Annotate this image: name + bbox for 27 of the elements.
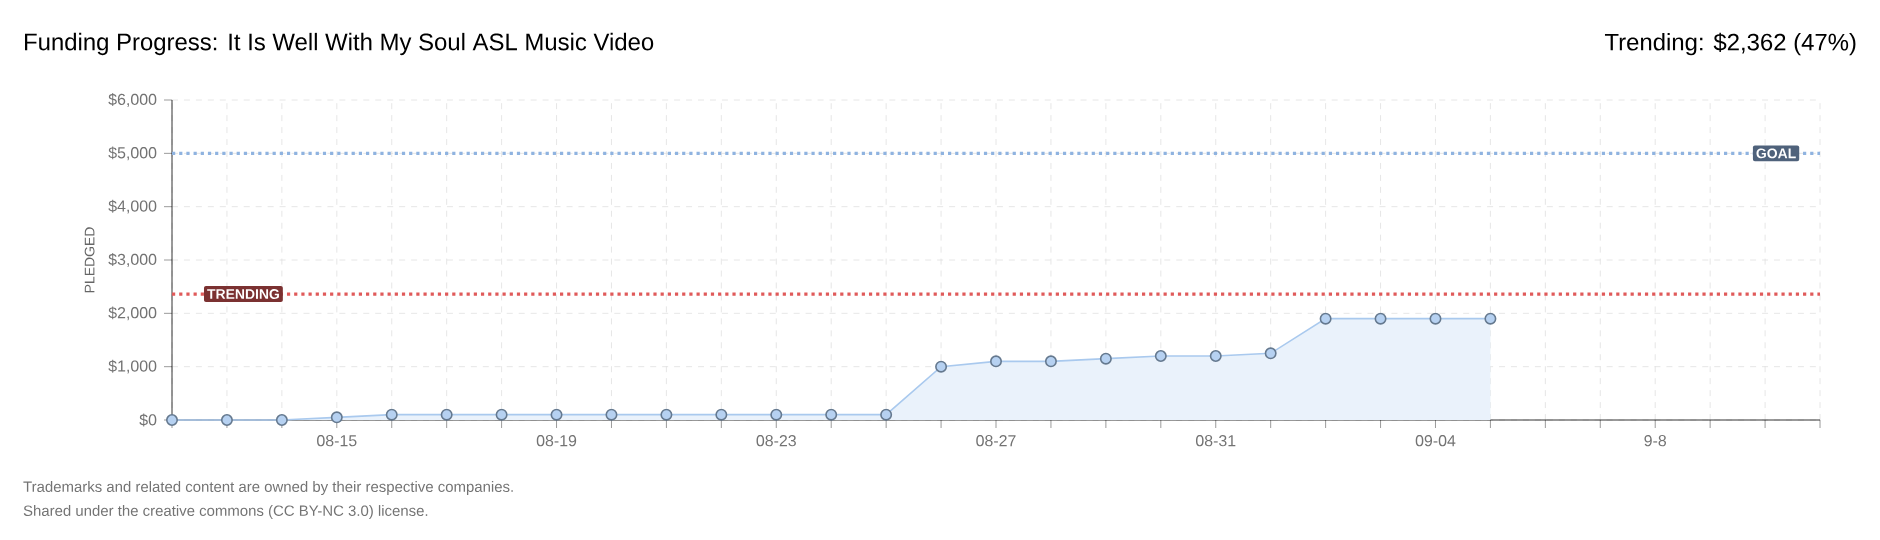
point bbox=[990, 355, 1003, 368]
point bbox=[166, 414, 178, 426]
point bbox=[880, 408, 893, 421]
point bbox=[220, 414, 233, 426]
point bbox=[1374, 312, 1387, 325]
point bbox=[935, 360, 948, 373]
point bbox=[770, 408, 783, 421]
point bbox=[825, 408, 838, 421]
point bbox=[660, 408, 673, 421]
point bbox=[1484, 312, 1497, 325]
point bbox=[1154, 350, 1167, 362]
point bbox=[1429, 312, 1442, 325]
point bbox=[605, 408, 618, 421]
point bbox=[275, 414, 288, 426]
point bbox=[495, 408, 508, 421]
point bbox=[385, 408, 398, 421]
point bbox=[1209, 350, 1222, 362]
point bbox=[440, 408, 453, 421]
point bbox=[1319, 312, 1332, 325]
point bbox=[1264, 347, 1277, 360]
point bbox=[330, 411, 343, 424]
point bbox=[1099, 352, 1112, 365]
point bbox=[1044, 355, 1057, 368]
point bbox=[550, 408, 563, 421]
chart-subtitle: Trending: $2,362 (47%) bbox=[1604, 32, 1856, 56]
chart-title: Funding Progress: It Is Well With My Soul ASL Music Video bbox=[25, 32, 654, 56]
point bbox=[715, 408, 728, 421]
